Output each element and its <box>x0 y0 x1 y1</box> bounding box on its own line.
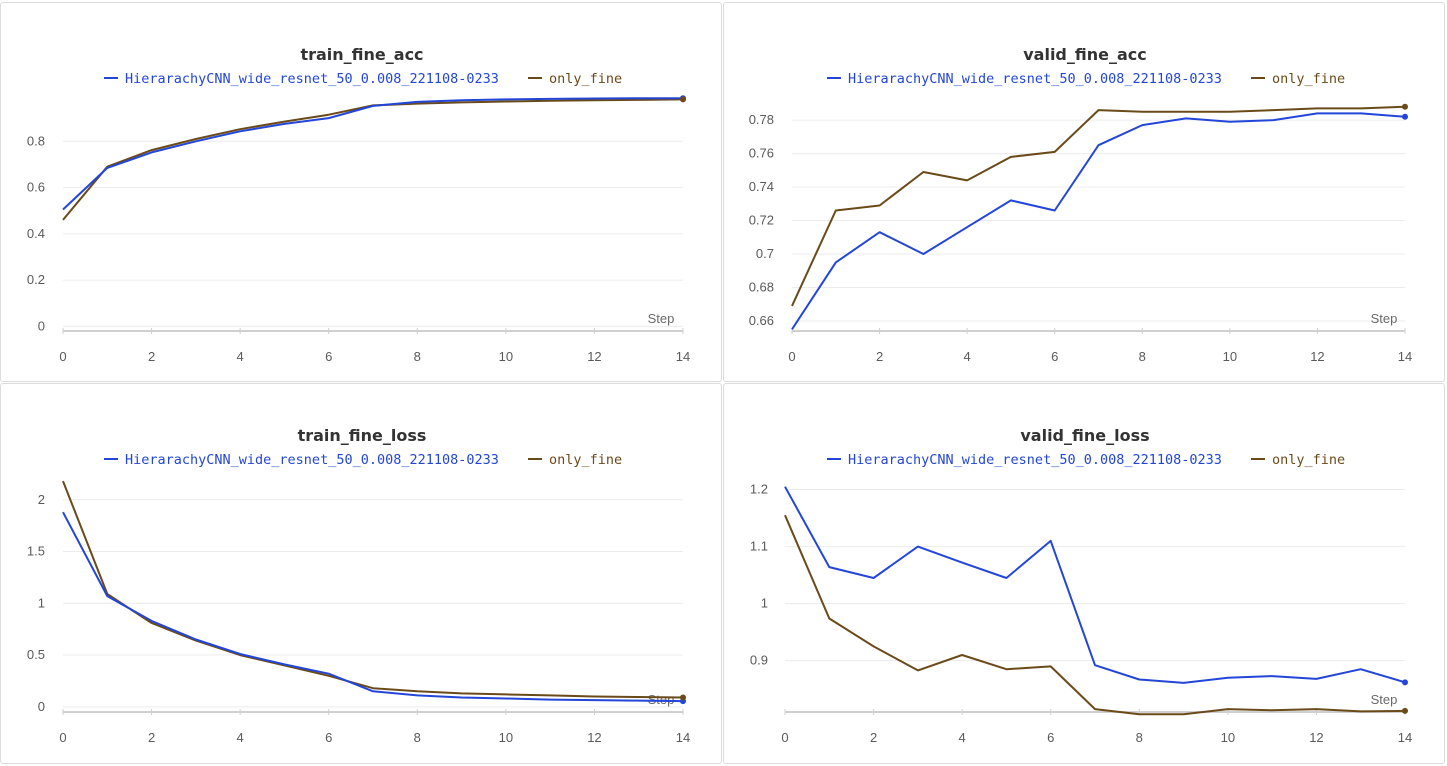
x-tick-label: 14 <box>1398 349 1412 364</box>
series-line[interactable] <box>63 98 683 209</box>
x-axis-title: Step <box>1371 311 1398 326</box>
chart-title: valid_fine_loss <box>1020 426 1149 445</box>
x-tick-label: 14 <box>1398 730 1412 745</box>
x-tick-label: 4 <box>237 349 244 364</box>
x-tick-label: 0 <box>59 349 66 364</box>
series-line[interactable] <box>63 512 683 701</box>
x-tick-label: 2 <box>148 349 155 364</box>
y-tick-label: 0 <box>38 699 45 714</box>
x-tick-label: 2 <box>148 730 155 745</box>
legend-label[interactable]: HierarachyCNN_wide_resnet_50_0.008_22110… <box>848 452 1222 468</box>
x-tick-label: 12 <box>1310 349 1324 364</box>
x-tick-label: 4 <box>959 730 966 745</box>
chart-panel-valid-fine-loss: valid_fine_loss HierarachyCNN_wide_resnet… <box>723 383 1445 764</box>
y-tick-label: 0.2 <box>27 272 45 287</box>
series-end-point[interactable] <box>1402 679 1408 685</box>
x-tick-label: 6 <box>325 730 332 745</box>
x-axis-title: Step <box>1371 692 1398 707</box>
legend-label[interactable]: only_fine <box>1272 71 1345 87</box>
x-tick-label: 12 <box>587 730 601 745</box>
y-tick-label: 0.7 <box>756 246 774 261</box>
series-line[interactable] <box>785 487 1405 683</box>
y-tick-label: 1 <box>761 596 768 611</box>
x-tick-label: 4 <box>964 349 971 364</box>
series-end-point[interactable] <box>1402 708 1408 714</box>
x-tick-label: 12 <box>587 349 601 364</box>
x-tick-label: 10 <box>499 349 513 364</box>
x-tick-label: 8 <box>414 730 421 745</box>
y-tick-label: 0 <box>38 318 45 333</box>
series-line[interactable] <box>792 107 1405 306</box>
legend-label[interactable]: only_fine <box>1272 452 1345 468</box>
y-tick-label: 0.78 <box>749 112 774 127</box>
x-tick-label: 8 <box>414 349 421 364</box>
x-tick-label: 6 <box>325 349 332 364</box>
x-tick-label: 10 <box>499 730 513 745</box>
x-tick-label: 8 <box>1136 730 1143 745</box>
x-tick-label: 2 <box>876 349 883 364</box>
y-tick-label: 1.5 <box>27 544 45 559</box>
x-tick-label: 4 <box>237 730 244 745</box>
y-tick-label: 1.1 <box>750 539 768 554</box>
y-tick-label: 0.5 <box>27 647 45 662</box>
x-tick-label: 12 <box>1309 730 1323 745</box>
legend-label[interactable]: HierarachyCNN_wide_resnet_50_0.008_22110… <box>125 71 499 87</box>
chart-svg: valid_fine_loss HierarachyCNN_wide_resnet… <box>724 384 1446 765</box>
chart-svg: train_fine_acc HierarachyCNN_wide_resnet_… <box>1 3 723 384</box>
chart-title: train_fine_acc <box>300 45 423 64</box>
x-tick-label: 6 <box>1051 349 1058 364</box>
x-tick-label: 14 <box>676 730 690 745</box>
x-tick-label: 0 <box>781 730 788 745</box>
y-tick-label: 0.9 <box>750 653 768 668</box>
chart-panel-train-fine-loss: train_fine_loss HierarachyCNN_wide_resnet… <box>0 383 722 764</box>
y-tick-label: 1 <box>38 595 45 610</box>
y-tick-label: 0.4 <box>27 226 45 241</box>
chart-svg: valid_fine_acc HierarachyCNN_wide_resnet_… <box>724 3 1446 384</box>
legend-label[interactable]: only_fine <box>549 452 622 468</box>
chart-panel-valid-fine-acc: valid_fine_acc HierarachyCNN_wide_resnet_… <box>723 2 1445 382</box>
x-tick-label: 2 <box>870 730 877 745</box>
chart-svg: train_fine_loss HierarachyCNN_wide_resnet… <box>1 384 723 765</box>
legend-label[interactable]: HierarachyCNN_wide_resnet_50_0.008_22110… <box>848 71 1222 87</box>
series-line[interactable] <box>792 113 1405 329</box>
x-tick-label: 8 <box>1139 349 1146 364</box>
legend-label[interactable]: only_fine <box>549 71 622 87</box>
chart-title: train_fine_loss <box>298 426 427 445</box>
x-tick-label: 14 <box>676 349 690 364</box>
y-tick-label: 2 <box>38 492 45 507</box>
y-tick-label: 0.74 <box>749 179 774 194</box>
series-line[interactable] <box>63 481 683 697</box>
series-line[interactable] <box>785 515 1405 714</box>
x-tick-label: 10 <box>1221 730 1235 745</box>
x-axis-title: Step <box>648 692 675 707</box>
x-tick-label: 6 <box>1047 730 1054 745</box>
y-tick-label: 0.66 <box>749 313 774 328</box>
y-tick-label: 0.76 <box>749 146 774 161</box>
series-end-point[interactable] <box>680 96 686 102</box>
y-tick-label: 1.2 <box>750 482 768 497</box>
x-axis-title: Step <box>648 311 675 326</box>
y-tick-label: 0.6 <box>27 180 45 195</box>
x-tick-label: 10 <box>1223 349 1237 364</box>
series-line[interactable] <box>63 99 683 219</box>
series-end-point[interactable] <box>1402 114 1408 120</box>
chart-panel-train-fine-acc: train_fine_acc HierarachyCNN_wide_resnet_… <box>0 2 722 382</box>
chart-title: valid_fine_acc <box>1023 45 1147 64</box>
y-tick-label: 0.72 <box>749 213 774 228</box>
series-end-point[interactable] <box>1402 104 1408 110</box>
y-tick-label: 0.68 <box>749 279 774 294</box>
x-tick-label: 0 <box>59 730 66 745</box>
series-end-point[interactable] <box>680 695 686 701</box>
x-tick-label: 0 <box>788 349 795 364</box>
y-tick-label: 0.8 <box>27 133 45 148</box>
legend-label[interactable]: HierarachyCNN_wide_resnet_50_0.008_22110… <box>125 452 499 468</box>
